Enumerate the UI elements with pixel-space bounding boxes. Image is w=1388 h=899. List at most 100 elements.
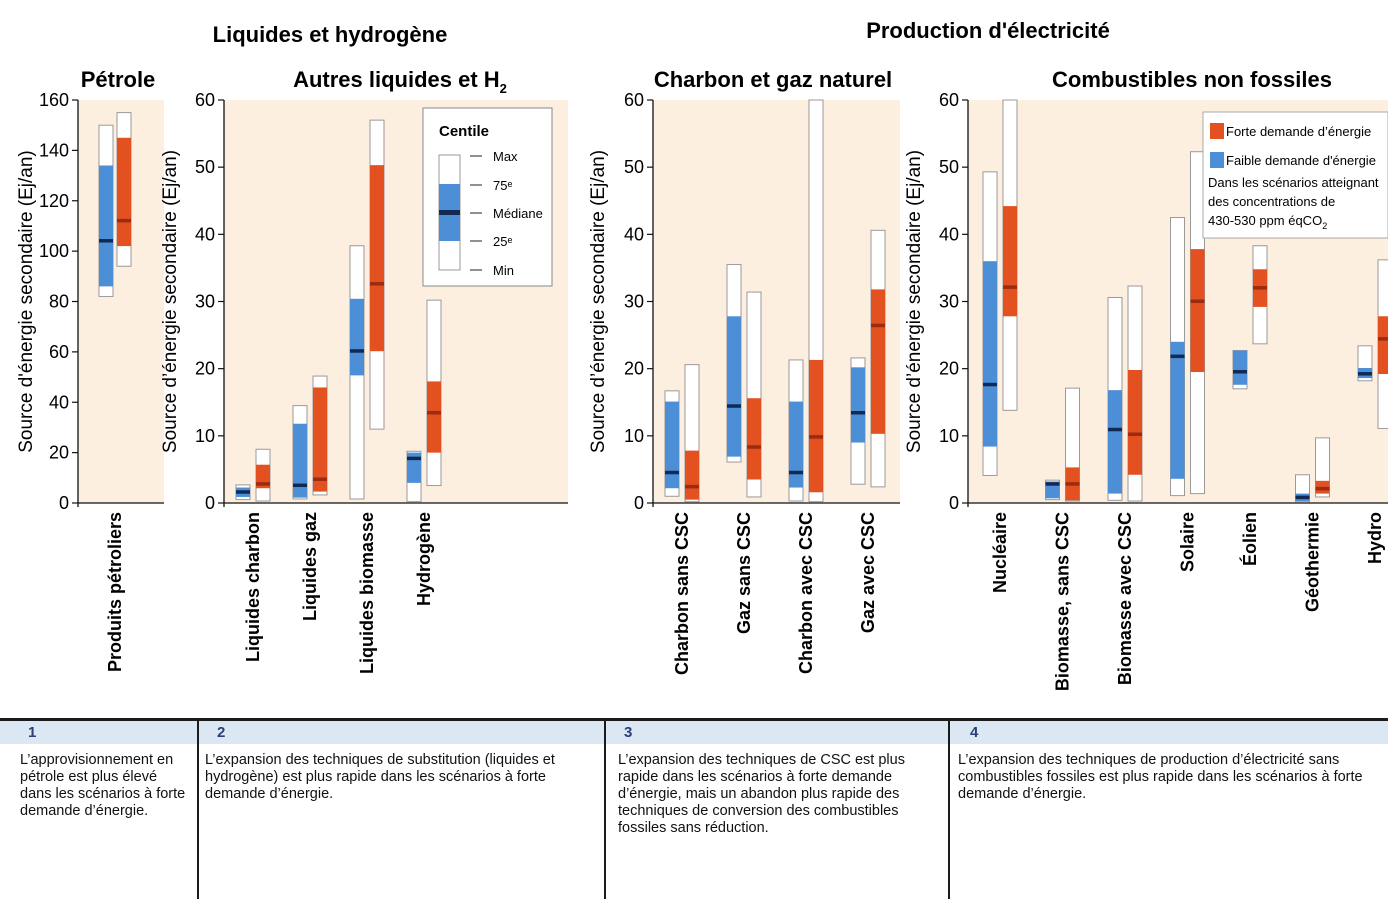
high-demand-median-mark	[871, 323, 885, 328]
low-demand-iqr-box	[1045, 481, 1060, 499]
high-demand-iqr-box	[747, 398, 761, 480]
low-demand-median-mark	[727, 404, 741, 408]
y-tick-label: 50	[195, 157, 215, 177]
high-demand-median-mark	[685, 484, 699, 489]
high-demand-median-mark	[809, 435, 823, 439]
chart-panel-2: Autres liquides et H2 0 10 20 30 40 50 60 Source…	[160, 67, 568, 674]
note-2-text: L’expansion des techniques de substituti…	[205, 752, 555, 802]
legend-note-line1: Dans les scénarios atteignant	[1208, 175, 1379, 190]
y-axis-label: Source d'énergie secondaire (Ej/an)	[16, 150, 37, 453]
y-tick-label: 40	[49, 392, 69, 412]
y-tick-label: 60	[195, 90, 215, 110]
legend-median-mark	[439, 210, 460, 215]
high-demand-iqr-box	[1190, 249, 1205, 373]
high-demand-median-mark	[1128, 432, 1142, 436]
high-demand-median-mark	[427, 410, 441, 415]
y-tick-label: 20	[624, 359, 644, 379]
y-axis-label: Source d’énergie secondaire (Ej/an)	[160, 150, 181, 453]
category-label: Liquides charbon	[243, 512, 263, 662]
legend-min-label: Min	[493, 263, 514, 278]
y-tick-label: 60	[49, 342, 69, 362]
legend-high-label: Forte demande d’énergie	[1226, 124, 1371, 139]
high-demand-median-mark	[1253, 286, 1267, 290]
y-tick-label: 30	[624, 292, 644, 312]
legend-note-line3: 430-530 ppm éqCO2	[1208, 213, 1327, 231]
note-1: 1 L’approvisionnement en pétrole est plu…	[0, 718, 199, 899]
low-demand-median-mark	[1233, 370, 1247, 374]
category-label: Solaire	[1178, 512, 1198, 572]
high-demand-iqr-box	[1003, 206, 1017, 317]
y-tick-label: 20	[939, 359, 959, 379]
y-tick-label: 20	[195, 359, 215, 379]
low-demand-iqr-box	[789, 401, 803, 488]
low-demand-median-mark	[789, 470, 803, 475]
y-tick-label: 10	[624, 426, 644, 446]
note-1-number: 1	[0, 718, 199, 744]
y-tick-label: 80	[49, 292, 69, 312]
y-tick-label: 100	[39, 241, 69, 261]
high-demand-median-mark	[1315, 486, 1330, 491]
high-demand-iqr-box	[1378, 316, 1388, 375]
legend-note-line2: des concentrations de	[1208, 194, 1335, 209]
high-demand-median-mark	[747, 445, 761, 449]
centile-legend-title: Centile	[439, 123, 489, 140]
y-tick-label: 30	[195, 292, 215, 312]
y-tick-label: 40	[195, 224, 215, 244]
legend-max-label: Max	[493, 149, 518, 164]
high-demand-median-mark	[1065, 482, 1080, 486]
y-tick-label: 0	[205, 493, 215, 513]
category-label: Géothermie	[1303, 512, 1323, 612]
category-label: Liquides biomasse	[357, 512, 377, 674]
low-demand-iqr-box	[350, 298, 364, 376]
low-demand-iqr-box	[293, 423, 307, 498]
high-demand-iqr-box	[117, 137, 131, 247]
y-tick-label: 140	[39, 140, 69, 160]
note-separator	[604, 718, 606, 899]
high-demand-iqr-box	[871, 289, 885, 434]
low-demand-iqr-box	[1170, 341, 1185, 479]
panel-title: Charbon et gaz naturel	[654, 67, 892, 92]
category-label: Éolien	[1239, 512, 1260, 566]
y-tick-label: 60	[939, 90, 959, 110]
high-demand-iqr-box	[1128, 370, 1142, 475]
high-demand-median-mark	[313, 477, 327, 481]
y-tick-label: 0	[59, 493, 69, 513]
chart-panel-4: Combustibles non fossiles 0 10 20 30 40 50 60 So…	[904, 67, 1388, 691]
high-demand-iqr-box	[427, 381, 441, 453]
y-tick-label: 20	[49, 443, 69, 463]
low-demand-median-mark	[236, 490, 250, 494]
y-tick-label: 0	[634, 493, 644, 513]
right-section-title: Production d'électricité	[866, 18, 1110, 43]
low-demand-median-mark	[1295, 495, 1310, 500]
category-label: Produits pétroliers	[105, 512, 125, 672]
y-tick-label: 50	[939, 157, 959, 177]
category-label: Biomasse avec CSC	[1115, 512, 1135, 685]
y-tick-label: 60	[624, 90, 644, 110]
note-4: 4 L’expansion des techniques de producti…	[950, 718, 1388, 899]
low-demand-median-mark	[293, 483, 307, 488]
category-label: Gaz sans CSC	[734, 512, 754, 634]
legend-low-label: Faible demande d'énergie	[1226, 153, 1376, 168]
chart-panel-3: Charbon et gaz naturel 0 10 20 30 40 50 60 Sourc…	[588, 67, 900, 675]
y-tick-label: 50	[624, 157, 644, 177]
y-tick-label: 10	[195, 426, 215, 446]
high-demand-median-mark	[256, 482, 270, 486]
high-demand-iqr-box	[809, 359, 823, 493]
category-label: Charbon avec CSC	[796, 512, 816, 674]
note-2-number: 2	[199, 718, 606, 744]
high-demand-median-mark	[1190, 299, 1205, 303]
high-demand-median-mark	[1003, 285, 1017, 289]
note-4-number: 4	[950, 718, 1388, 744]
note-separator	[948, 718, 950, 899]
low-demand-median-mark	[350, 349, 364, 353]
box-chart-figure: Liquides et hydrogène Production d'élect…	[16, 18, 1388, 691]
y-tick-label: 120	[39, 191, 69, 211]
category-label: Hydro	[1365, 512, 1385, 564]
low-demand-median-mark	[1045, 482, 1060, 486]
note-3: 3 L’expansion des techniques de CSC est …	[606, 718, 950, 899]
left-section-title: Liquides et hydrogène	[213, 22, 448, 47]
y-tick-label: 40	[939, 224, 959, 244]
high-demand-median-mark	[370, 282, 384, 286]
category-label: Nucléaire	[990, 512, 1010, 593]
low-demand-iqr-box	[99, 165, 113, 287]
